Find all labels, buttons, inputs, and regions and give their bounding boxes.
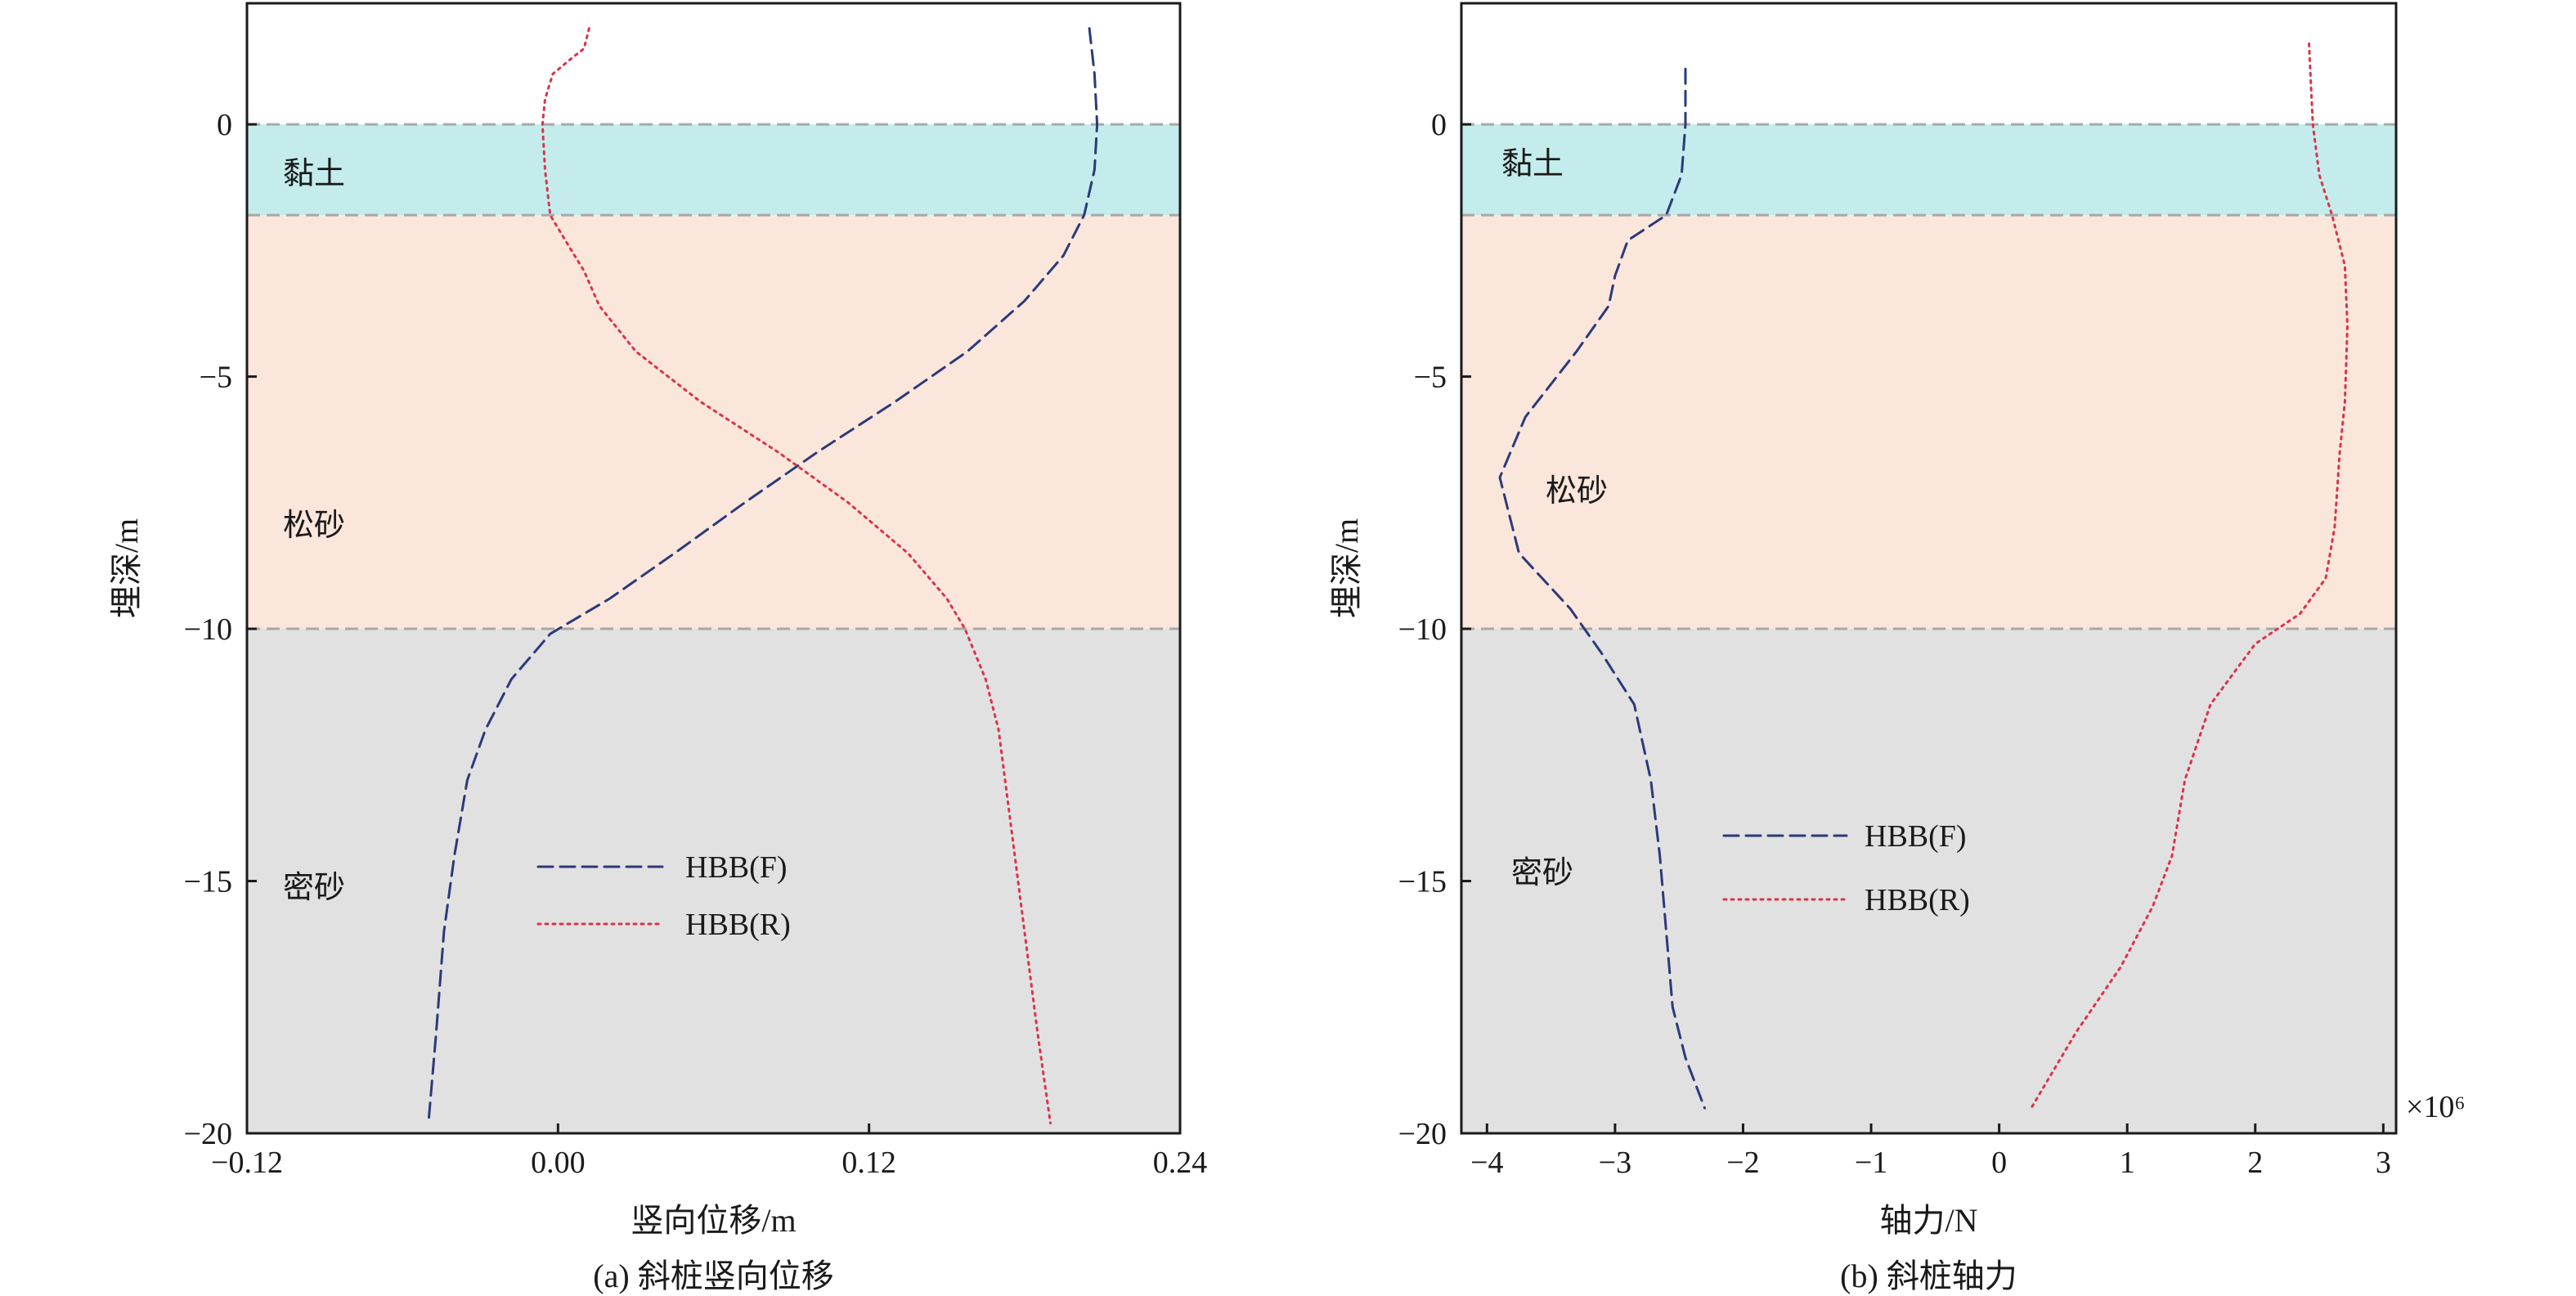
legend-label-1: HBB(R) xyxy=(1865,883,1970,917)
y-tick-label-2: −10 xyxy=(184,612,232,647)
x-tick-label-1: 0.00 xyxy=(531,1146,586,1180)
x-tick-label-3: −1 xyxy=(1855,1146,1887,1180)
x-tick-label-2: 0.12 xyxy=(841,1146,896,1180)
panel-caption: (a) 斜桩竖向位移 xyxy=(593,1258,833,1294)
y-tick-label-2: −10 xyxy=(1398,612,1447,647)
y-tick-label-0: 0 xyxy=(217,108,232,142)
legend: HBB(F) HBB(R) xyxy=(1722,819,1970,917)
x-tick-label-0: −4 xyxy=(1470,1146,1503,1180)
x-tick-label-6: 2 xyxy=(2247,1146,2263,1180)
x-tick-label-3: 0.24 xyxy=(1153,1146,1208,1180)
layer-band-1 xyxy=(1461,215,2396,630)
legend: HBB(F) HBB(R) xyxy=(536,850,791,942)
x-tick-label-0: −0.12 xyxy=(211,1146,283,1180)
y-tick-label-3: −15 xyxy=(1398,865,1447,899)
y-axis-label: 埋深/m xyxy=(108,518,145,618)
layer-label-1: 松砂 xyxy=(1546,474,1608,509)
layer-band-1 xyxy=(247,215,1180,630)
y-axis-label: 埋深/m xyxy=(1328,518,1365,618)
layer-label-0: 黏土 xyxy=(1501,147,1564,182)
layer-band-2 xyxy=(247,629,1180,1133)
plot-frame xyxy=(1460,2,2398,1135)
layer-label-0: 黏土 xyxy=(283,157,345,191)
x-tick-label-5: 1 xyxy=(2120,1146,2135,1180)
y-tick-label-3: −15 xyxy=(184,865,232,899)
x-tick-label-4: 0 xyxy=(1991,1146,2007,1180)
series-line-1 xyxy=(2030,42,2349,1110)
series-line-0 xyxy=(1498,67,1706,1110)
plot-frame xyxy=(245,2,1182,1135)
layer-label-1: 松砂 xyxy=(283,509,345,543)
y-tick-label-1: −5 xyxy=(200,361,232,395)
panel-caption: (b) 斜桩轴力 xyxy=(1840,1258,2017,1294)
legend-label-1: HBB(R) xyxy=(685,908,791,942)
layer-band-0 xyxy=(1461,124,2396,216)
legend-label-0: HBB(F) xyxy=(1865,819,1967,854)
x-multiplier: ×10⁶ xyxy=(2406,1090,2466,1124)
layer-label-2: 密砂 xyxy=(1511,856,1573,890)
y-tick-label-4: −20 xyxy=(184,1117,232,1151)
layer-band-0 xyxy=(247,124,1180,216)
layer-label-2: 密砂 xyxy=(283,871,345,905)
legend-label-0: HBB(F) xyxy=(685,850,788,885)
y-tick-label-4: −20 xyxy=(1398,1117,1447,1151)
x-tick-label-7: 3 xyxy=(2376,1146,2391,1180)
x-axis-label: 竖向位移/m xyxy=(631,1202,796,1239)
x-axis-label: 轴力/N xyxy=(1880,1202,1978,1239)
layer-band-2 xyxy=(1461,629,2396,1133)
series-line-0 xyxy=(427,27,1099,1125)
series-line-1 xyxy=(541,27,1052,1125)
y-tick-label-1: −5 xyxy=(1414,361,1447,395)
y-tick-label-0: 0 xyxy=(1431,108,1447,142)
x-tick-label-1: −3 xyxy=(1599,1146,1631,1180)
x-tick-label-2: −2 xyxy=(1726,1146,1759,1180)
